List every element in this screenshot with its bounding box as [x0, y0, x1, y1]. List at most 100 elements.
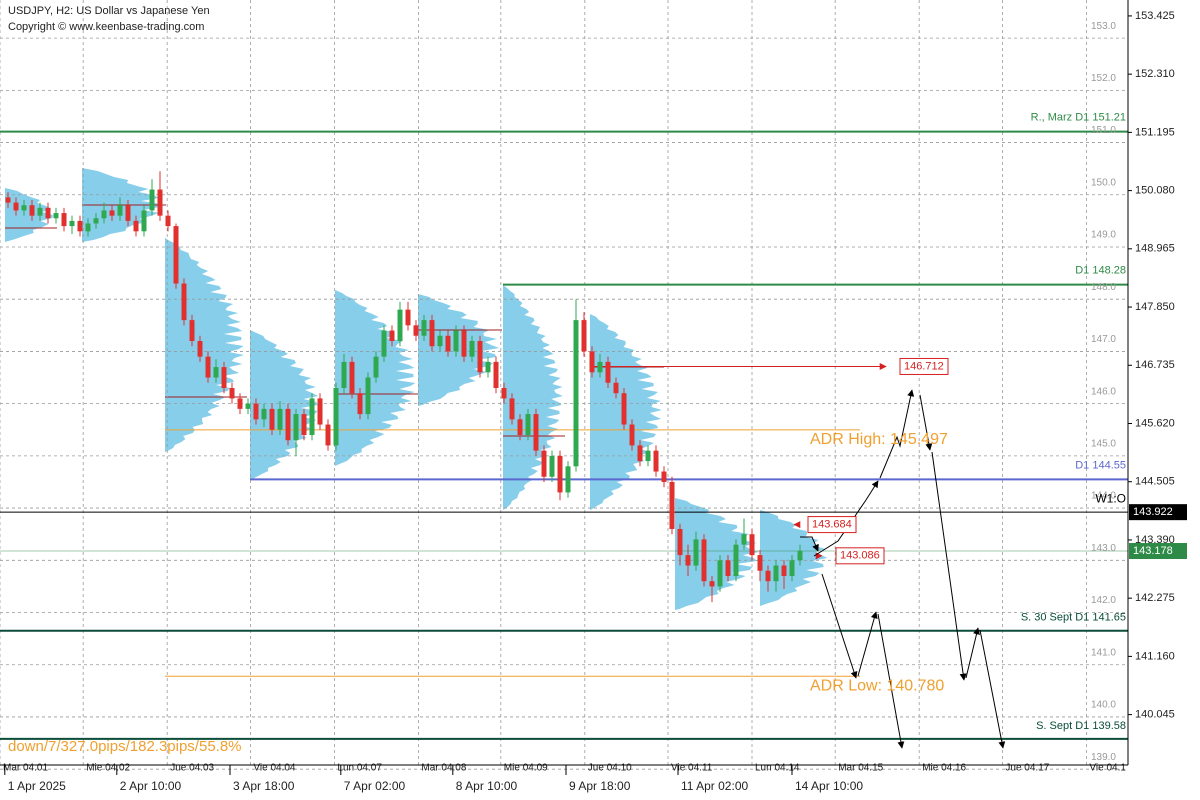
candle-body [77, 220, 83, 232]
candle-body [701, 539, 707, 582]
candle-body [117, 205, 123, 216]
y-tick-label: 147.850 [1135, 301, 1175, 313]
candle-body [293, 414, 299, 441]
levels [0, 130, 1128, 740]
y-tick-label: 145.620 [1135, 417, 1175, 429]
candle-body [389, 330, 395, 341]
candle-body [677, 528, 683, 556]
candle-body [493, 361, 499, 388]
candle-body [253, 403, 259, 420]
candle-body [21, 205, 27, 211]
candle-body [269, 408, 275, 430]
candle-body [565, 466, 571, 493]
candle-body [509, 398, 515, 420]
chart-title: USDJPY, H2: US Dollar vs Japanese Yen [8, 5, 210, 17]
level-label: ADR High: 145.497 [810, 431, 948, 448]
y-tick-label: 142.275 [1135, 592, 1175, 604]
price-box-label: 143.178 [1133, 545, 1173, 557]
candle-body [373, 356, 379, 378]
labels: 153.0 152.0 151.0 150.0 149.0 148.0 147.0 146.0… [3, 10, 1187, 793]
y-tick-label: 148.965 [1135, 243, 1175, 255]
volume-profile [503, 285, 563, 510]
y-tick-label: 150.080 [1135, 185, 1175, 197]
y-tick-label: 152.310 [1135, 68, 1175, 80]
candle-body [613, 382, 619, 394]
candle-body [13, 202, 19, 211]
candle-body [309, 398, 315, 435]
candle-body [445, 335, 451, 352]
candle-body [477, 340, 483, 373]
candle-body [197, 340, 203, 357]
price-box-label: 143.922 [1133, 506, 1173, 518]
x-tick-label: Vie 04.1 [1089, 763, 1126, 774]
candle-body [301, 414, 307, 435]
candle-body [333, 387, 339, 446]
level-label: D1 148.28 [1075, 264, 1126, 276]
candle-body [789, 560, 795, 576]
grid-level-label: 143.0 [1091, 543, 1116, 554]
grid-level-label: 144.0 [1091, 491, 1116, 502]
x-tick-label: Jue 04.03 [170, 763, 214, 774]
candle-body [285, 408, 291, 441]
candle-body [733, 544, 739, 576]
candle-body [765, 570, 771, 582]
x-tick-label: Vie 04.11 [671, 763, 713, 774]
candle-body [605, 361, 611, 383]
candle-body [317, 398, 323, 425]
candle-body [205, 356, 211, 378]
candle-body [365, 377, 371, 415]
grid-level-label: 141.0 [1091, 647, 1116, 658]
candle-body [621, 393, 627, 425]
candle-body [261, 408, 267, 420]
candle-body [149, 189, 155, 211]
x-tick-label: Mie 04.16 [922, 763, 966, 774]
candle-body [357, 393, 363, 415]
candle-body [501, 387, 507, 399]
candle-body [437, 335, 443, 347]
candle-body [533, 414, 539, 451]
volume-profile [675, 498, 760, 610]
level-label: S. Sept D1 139.58 [1036, 720, 1126, 732]
candle-body [725, 560, 731, 576]
candles [5, 171, 803, 603]
candle-body [181, 283, 187, 321]
target-label: 143.684 [812, 518, 852, 530]
y-tick-label: 141.160 [1135, 650, 1175, 662]
x-tick-label: 2 Apr 10:00 [120, 779, 182, 793]
candle-body [581, 320, 587, 352]
x-tick-label: Jue 04.17 [1005, 763, 1049, 774]
candle-body [141, 210, 147, 232]
candle-body [781, 565, 787, 576]
candle-body [101, 210, 107, 219]
candle-body [53, 213, 59, 219]
projection-arrows [800, 389, 1006, 749]
candle-body [709, 581, 715, 587]
level-label: S. 30 Sept D1 141.65 [1021, 612, 1126, 624]
grid-level-label: 145.0 [1091, 439, 1116, 450]
x-tick-label: Mar 04.01 [3, 763, 48, 774]
level-label: W1:O [1095, 491, 1126, 505]
grid-level-label: 139.0 [1091, 752, 1116, 763]
x-tick-label: 3 Apr 18:00 [233, 779, 295, 793]
candle-body [461, 330, 467, 357]
x-tick-label: Vie 04.04 [253, 763, 296, 774]
candle-body [453, 330, 459, 352]
volume-profile [335, 290, 416, 466]
grid-level-label: 146.0 [1091, 386, 1116, 397]
level-label: ADR Low: 140.780 [810, 677, 944, 694]
grid-level-label: 142.0 [1091, 595, 1116, 606]
candle-body [597, 361, 603, 373]
volume-profile [250, 330, 319, 480]
x-tick-label: Lun 04.07 [337, 763, 382, 774]
y-tick-label: 140.045 [1135, 709, 1175, 721]
y-tick-label: 151.195 [1135, 126, 1175, 138]
target-label: 143.086 [840, 550, 880, 562]
grid-level-label: 147.0 [1091, 334, 1116, 345]
y-tick-label: 153.425 [1135, 10, 1175, 22]
grid-level-label: 149.0 [1091, 230, 1116, 241]
candle-body [485, 361, 491, 373]
price-box [1129, 504, 1187, 521]
candle-body [125, 205, 131, 221]
candle-body [5, 197, 11, 203]
